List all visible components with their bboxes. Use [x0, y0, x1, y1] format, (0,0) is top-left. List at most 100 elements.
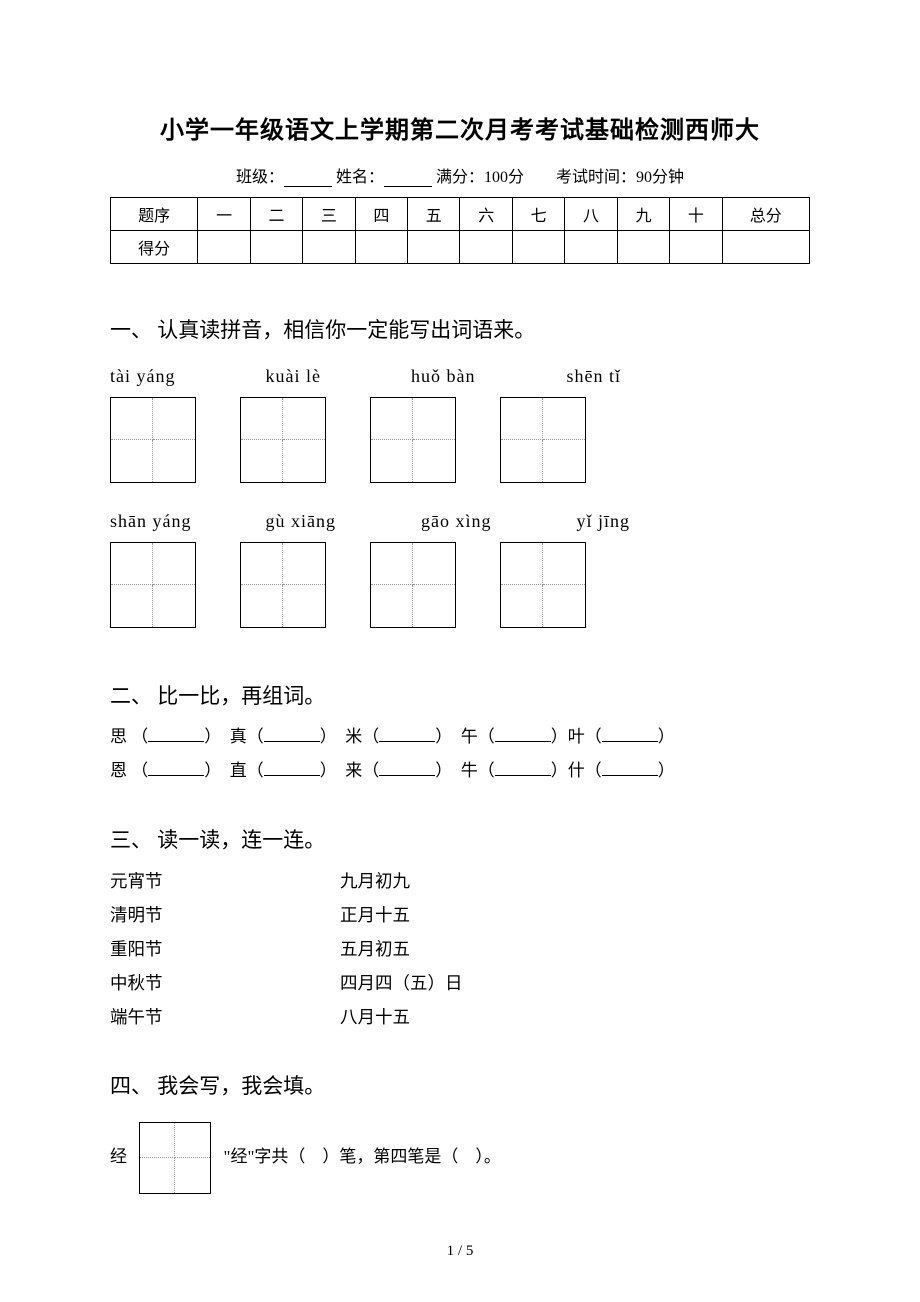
tianzi-box[interactable]	[500, 397, 586, 483]
pinyin: gāo xìng	[421, 511, 571, 532]
col-header: 一	[198, 198, 250, 231]
char: 米	[345, 727, 362, 746]
tianzi-row	[110, 542, 810, 628]
tianzi-box[interactable]	[370, 542, 456, 628]
section-heading: 四、 我会写，我会填。	[110, 1070, 810, 1100]
col-header: 五	[408, 198, 460, 231]
fill-blank[interactable]	[602, 726, 658, 742]
fill-blank[interactable]	[495, 726, 551, 742]
score-cell[interactable]	[617, 231, 669, 264]
row-label: 题序	[111, 198, 198, 231]
score-cell[interactable]	[355, 231, 407, 264]
match-right: 九月初九	[340, 864, 410, 898]
page-title: 小学一年级语文上学期第二次月考考试基础检测西师大	[110, 110, 810, 145]
pinyin-row: tài yáng kuài lè huǒ bàn shēn tǐ	[110, 366, 810, 387]
col-header: 三	[303, 198, 355, 231]
pinyin: tài yáng	[110, 366, 260, 387]
stroke-question: 经 "经"字共（ ）笔，第四笔是（ ）。	[110, 1122, 810, 1194]
tianzi-box[interactable]	[110, 542, 196, 628]
char: 思	[110, 727, 127, 746]
class-label: 班级：	[236, 169, 284, 186]
score-cell[interactable]	[408, 231, 460, 264]
match-row: 端午节八月十五	[110, 1000, 810, 1034]
total-cell[interactable]	[722, 231, 809, 264]
col-header: 九	[617, 198, 669, 231]
section-heading: 二、 比一比，再组词。	[110, 680, 810, 710]
tianzi-box[interactable]	[110, 397, 196, 483]
match-left: 清明节	[110, 898, 340, 932]
fill-blank[interactable]	[264, 760, 320, 776]
exam-meta: 班级： 姓名： 满分：100分 考试时间：90分钟	[110, 163, 810, 187]
time-value: 90分钟	[636, 169, 684, 186]
pinyin-row: shān yáng gù xiāng gāo xìng yǐ jīng	[110, 511, 810, 532]
fill-blank[interactable]	[264, 726, 320, 742]
page-total: 5	[466, 1243, 474, 1259]
exam-page: 小学一年级语文上学期第二次月考考试基础检测西师大 班级： 姓名： 满分：100分…	[0, 0, 920, 1302]
pinyin: shān yáng	[110, 511, 260, 532]
match-left: 重阳节	[110, 932, 340, 966]
col-header: 七	[512, 198, 564, 231]
pinyin: shēn tǐ	[567, 366, 622, 387]
tianzi-box[interactable]	[500, 542, 586, 628]
pinyin: gù xiāng	[266, 511, 416, 532]
char: 什	[568, 761, 585, 780]
match-right: 正月十五	[340, 898, 410, 932]
match-row: 重阳节五月初五	[110, 932, 810, 966]
fill-blank[interactable]	[148, 760, 204, 776]
tianzi-box[interactable]	[139, 1122, 211, 1194]
table-row: 得分	[111, 231, 810, 264]
col-header: 四	[355, 198, 407, 231]
pinyin: yǐ jīng	[577, 511, 631, 532]
char: 牛	[461, 761, 478, 780]
col-header: 六	[460, 198, 512, 231]
page-sep: /	[454, 1243, 466, 1259]
pinyin: kuài lè	[266, 366, 406, 387]
class-blank[interactable]	[284, 169, 332, 187]
full-value: 100分	[484, 169, 524, 186]
fill-blank[interactable]	[148, 726, 204, 742]
score-cell[interactable]	[512, 231, 564, 264]
char: 叶	[568, 727, 585, 746]
text: ）。	[475, 1147, 501, 1166]
match-left: 端午节	[110, 1000, 340, 1034]
compare-line: 恩 （） 直（） 来（） 牛（）什（）	[110, 754, 810, 788]
section-heading: 一、 认真读拼音，相信你一定能写出词语来。	[110, 314, 810, 344]
char-label: 经	[110, 1147, 127, 1166]
score-table: 题序 一 二 三 四 五 六 七 八 九 十 总分 得分	[110, 197, 810, 264]
match-row: 元宵节九月初九	[110, 864, 810, 898]
tianzi-box[interactable]	[240, 397, 326, 483]
fill-blank[interactable]	[495, 760, 551, 776]
fill-blank[interactable]	[602, 760, 658, 776]
tianzi-box[interactable]	[240, 542, 326, 628]
score-cell[interactable]	[460, 231, 512, 264]
total-header: 总分	[722, 198, 809, 231]
match-right: 五月初五	[340, 932, 410, 966]
text: "经"字共（	[224, 1147, 306, 1166]
compare-line: 思 （） 真（） 米（） 午（）叶（）	[110, 720, 810, 754]
score-cell[interactable]	[250, 231, 302, 264]
section-heading: 三、 读一读，连一连。	[110, 824, 810, 854]
char: 恩	[110, 761, 127, 780]
fill-blank[interactable]	[379, 760, 435, 776]
char: 直	[230, 761, 247, 780]
table-row: 题序 一 二 三 四 五 六 七 八 九 十 总分	[111, 198, 810, 231]
score-cell[interactable]	[565, 231, 617, 264]
score-cell[interactable]	[303, 231, 355, 264]
name-blank[interactable]	[384, 169, 432, 187]
tianzi-row	[110, 397, 810, 483]
tianzi-box[interactable]	[370, 397, 456, 483]
name-label: 姓名：	[336, 169, 384, 186]
score-cell[interactable]	[198, 231, 250, 264]
score-cell[interactable]	[670, 231, 722, 264]
text: ）笔，第四笔是（	[322, 1147, 458, 1166]
fill-blank[interactable]	[379, 726, 435, 742]
match-left: 中秋节	[110, 966, 340, 1000]
match-right: 四月四（五）日	[340, 966, 463, 1000]
time-label: 考试时间：	[556, 169, 636, 186]
col-header: 十	[670, 198, 722, 231]
match-grid: 元宵节九月初九 清明节正月十五 重阳节五月初五 中秋节四月四（五）日 端午节八月…	[110, 864, 810, 1034]
match-right: 八月十五	[340, 1000, 410, 1034]
row-label: 得分	[111, 231, 198, 264]
full-label: 满分：	[436, 169, 484, 186]
col-header: 二	[250, 198, 302, 231]
